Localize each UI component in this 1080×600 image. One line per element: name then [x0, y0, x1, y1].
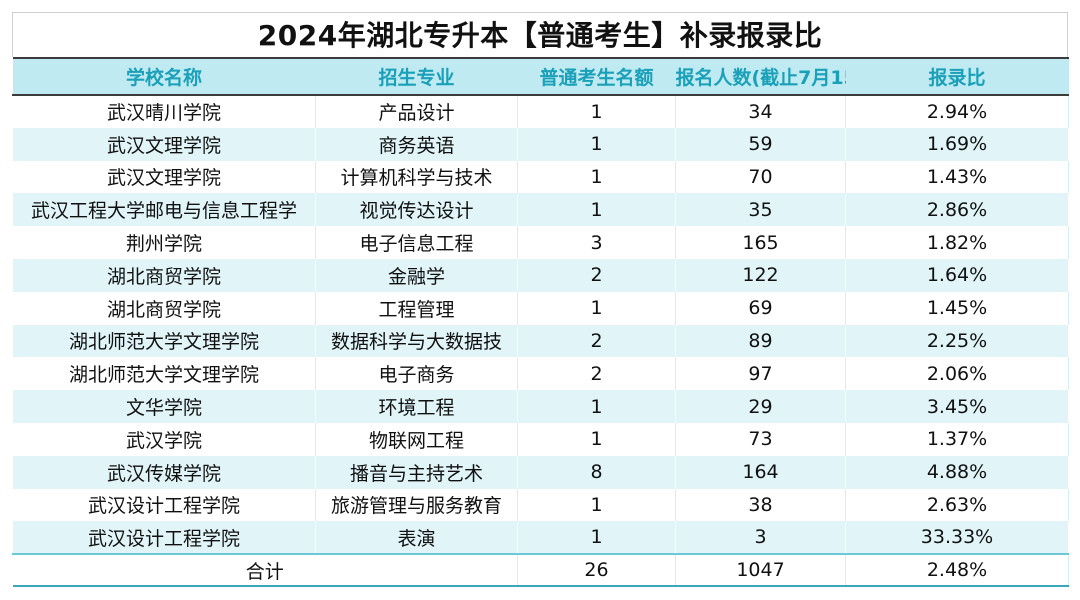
- cell-quota: 1: [517, 95, 676, 128]
- total-label: 合计: [12, 553, 518, 588]
- header-applicants: 报名人数(截止7月15日12:00): [675, 57, 846, 96]
- cell-applicants: 35: [675, 193, 846, 227]
- cell-school: 武汉设计工程学院: [12, 488, 316, 522]
- cell-school: 武汉学院: [12, 422, 316, 456]
- table-row: 湖北商贸学院 金融学 2 122 1.64%: [12, 258, 1069, 292]
- table-title: 2024年湖北专升本【普通考生】补录报录比: [12, 12, 1068, 57]
- cell-school: 武汉文理学院: [12, 160, 316, 194]
- cell-ratio: 1.82%: [845, 226, 1069, 259]
- cell-ratio: 2.25%: [845, 324, 1069, 358]
- table-row: 湖北商贸学院 工程管理 1 69 1.45%: [12, 291, 1069, 325]
- table-row: 武汉工程大学邮电与信息工程学 视觉传达设计 1 35 2.86%: [12, 193, 1069, 227]
- cell-applicants: 73: [675, 422, 846, 456]
- cell-ratio: 2.63%: [845, 488, 1069, 522]
- cell-quota: 1: [517, 521, 676, 555]
- table-row: 武汉传媒学院 播音与主持艺术 8 164 4.88%: [12, 455, 1069, 489]
- cell-ratio: 2.06%: [845, 357, 1069, 391]
- cell-applicants: 122: [675, 258, 846, 292]
- table-row: 湖北师范大学文理学院 电子商务 2 97 2.06%: [12, 357, 1069, 391]
- cell-school: 武汉文理学院: [12, 127, 316, 161]
- cell-applicants: 165: [675, 226, 846, 259]
- total-applicants: 1047: [675, 553, 846, 588]
- cell-major: 环境工程: [315, 390, 518, 423]
- cell-ratio: 33.33%: [845, 521, 1069, 555]
- cell-ratio: 1.43%: [845, 160, 1069, 194]
- cell-major: 工程管理: [315, 291, 518, 325]
- cell-applicants: 97: [675, 357, 846, 391]
- cell-major: 商务英语: [315, 127, 518, 161]
- cell-applicants: 89: [675, 324, 846, 358]
- header-school: 学校名称: [12, 57, 316, 96]
- cell-major: 视觉传达设计: [315, 193, 518, 227]
- cell-quota: 2: [517, 357, 676, 391]
- cell-applicants: 38: [675, 488, 846, 522]
- cell-quota: 1: [517, 160, 676, 194]
- cell-school: 湖北商贸学院: [12, 258, 316, 292]
- cell-quota: 1: [517, 127, 676, 161]
- cell-major: 电子信息工程: [315, 226, 518, 259]
- cell-major: 数据科学与大数据技: [315, 324, 518, 358]
- cell-quota: 1: [517, 422, 676, 456]
- cell-school: 湖北商贸学院: [12, 291, 316, 325]
- cell-major: 计算机科学与技术: [315, 160, 518, 194]
- table-row: 武汉设计工程学院 表演 1 3 33.33%: [12, 521, 1069, 555]
- cell-applicants: 29: [675, 390, 846, 423]
- cell-applicants: 59: [675, 127, 846, 161]
- cell-ratio: 1.64%: [845, 258, 1069, 292]
- cell-ratio: 2.94%: [845, 95, 1069, 128]
- total-quota: 26: [517, 553, 676, 588]
- cell-ratio: 4.88%: [845, 455, 1069, 489]
- cell-major: 旅游管理与服务教育: [315, 488, 518, 522]
- table-row: 荆州学院 电子信息工程 3 165 1.82%: [12, 226, 1069, 259]
- cell-major: 表演: [315, 521, 518, 555]
- cell-quota: 2: [517, 258, 676, 292]
- cell-major: 物联网工程: [315, 422, 518, 456]
- cell-major: 产品设计: [315, 95, 518, 128]
- total-ratio: 2.48%: [845, 553, 1069, 588]
- cell-school: 荆州学院: [12, 226, 316, 259]
- header-ratio: 报录比: [845, 57, 1069, 96]
- cell-ratio: 2.86%: [845, 193, 1069, 227]
- cell-quota: 1: [517, 390, 676, 423]
- cell-quota: 8: [517, 455, 676, 489]
- cell-applicants: 3: [675, 521, 846, 555]
- header-quota: 普通考生名额: [517, 57, 676, 96]
- spreadsheet: 2024年湖北专升本【普通考生】补录报录比 学校名称 招生专业 普通考生名额 报…: [12, 12, 1069, 588]
- cell-applicants: 70: [675, 160, 846, 194]
- cell-quota: 1: [517, 291, 676, 325]
- cell-school: 武汉晴川学院: [12, 95, 316, 128]
- table-row: 武汉文理学院 商务英语 1 59 1.69%: [12, 127, 1069, 161]
- total-row: 合计 26 1047 2.48%: [12, 553, 1069, 588]
- cell-ratio: 1.37%: [845, 422, 1069, 456]
- cell-quota: 1: [517, 193, 676, 227]
- cell-applicants: 69: [675, 291, 846, 325]
- cell-major: 金融学: [315, 258, 518, 292]
- cell-quota: 3: [517, 226, 676, 259]
- cell-major: 播音与主持艺术: [315, 455, 518, 489]
- cell-ratio: 1.45%: [845, 291, 1069, 325]
- cell-applicants: 164: [675, 455, 846, 489]
- cell-ratio: 3.45%: [845, 390, 1069, 423]
- cell-school: 文华学院: [12, 390, 316, 423]
- table-row: 武汉设计工程学院 旅游管理与服务教育 1 38 2.63%: [12, 488, 1069, 522]
- cell-quota: 2: [517, 324, 676, 358]
- cell-school: 武汉传媒学院: [12, 455, 316, 489]
- ratio-table: 学校名称 招生专业 普通考生名额 报名人数(截止7月15日12:00) 报录比 …: [12, 57, 1069, 588]
- cell-ratio: 1.69%: [845, 127, 1069, 161]
- cell-school: 武汉设计工程学院: [12, 521, 316, 555]
- table-row: 武汉文理学院 计算机科学与技术 1 70 1.43%: [12, 160, 1069, 194]
- table-row: 武汉晴川学院 产品设计 1 34 2.94%: [12, 95, 1069, 128]
- table-row: 武汉学院 物联网工程 1 73 1.37%: [12, 422, 1069, 456]
- table-row: 湖北师范大学文理学院 数据科学与大数据技 2 89 2.25%: [12, 324, 1069, 358]
- cell-school: 湖北师范大学文理学院: [12, 357, 316, 391]
- header-major: 招生专业: [315, 57, 518, 96]
- cell-quota: 1: [517, 488, 676, 522]
- cell-major: 电子商务: [315, 357, 518, 391]
- cell-school: 湖北师范大学文理学院: [12, 324, 316, 358]
- cell-applicants: 34: [675, 95, 846, 128]
- cell-school: 武汉工程大学邮电与信息工程学: [12, 193, 316, 227]
- table-row: 文华学院 环境工程 1 29 3.45%: [12, 390, 1069, 423]
- header-row: 学校名称 招生专业 普通考生名额 报名人数(截止7月15日12:00) 报录比: [12, 57, 1069, 96]
